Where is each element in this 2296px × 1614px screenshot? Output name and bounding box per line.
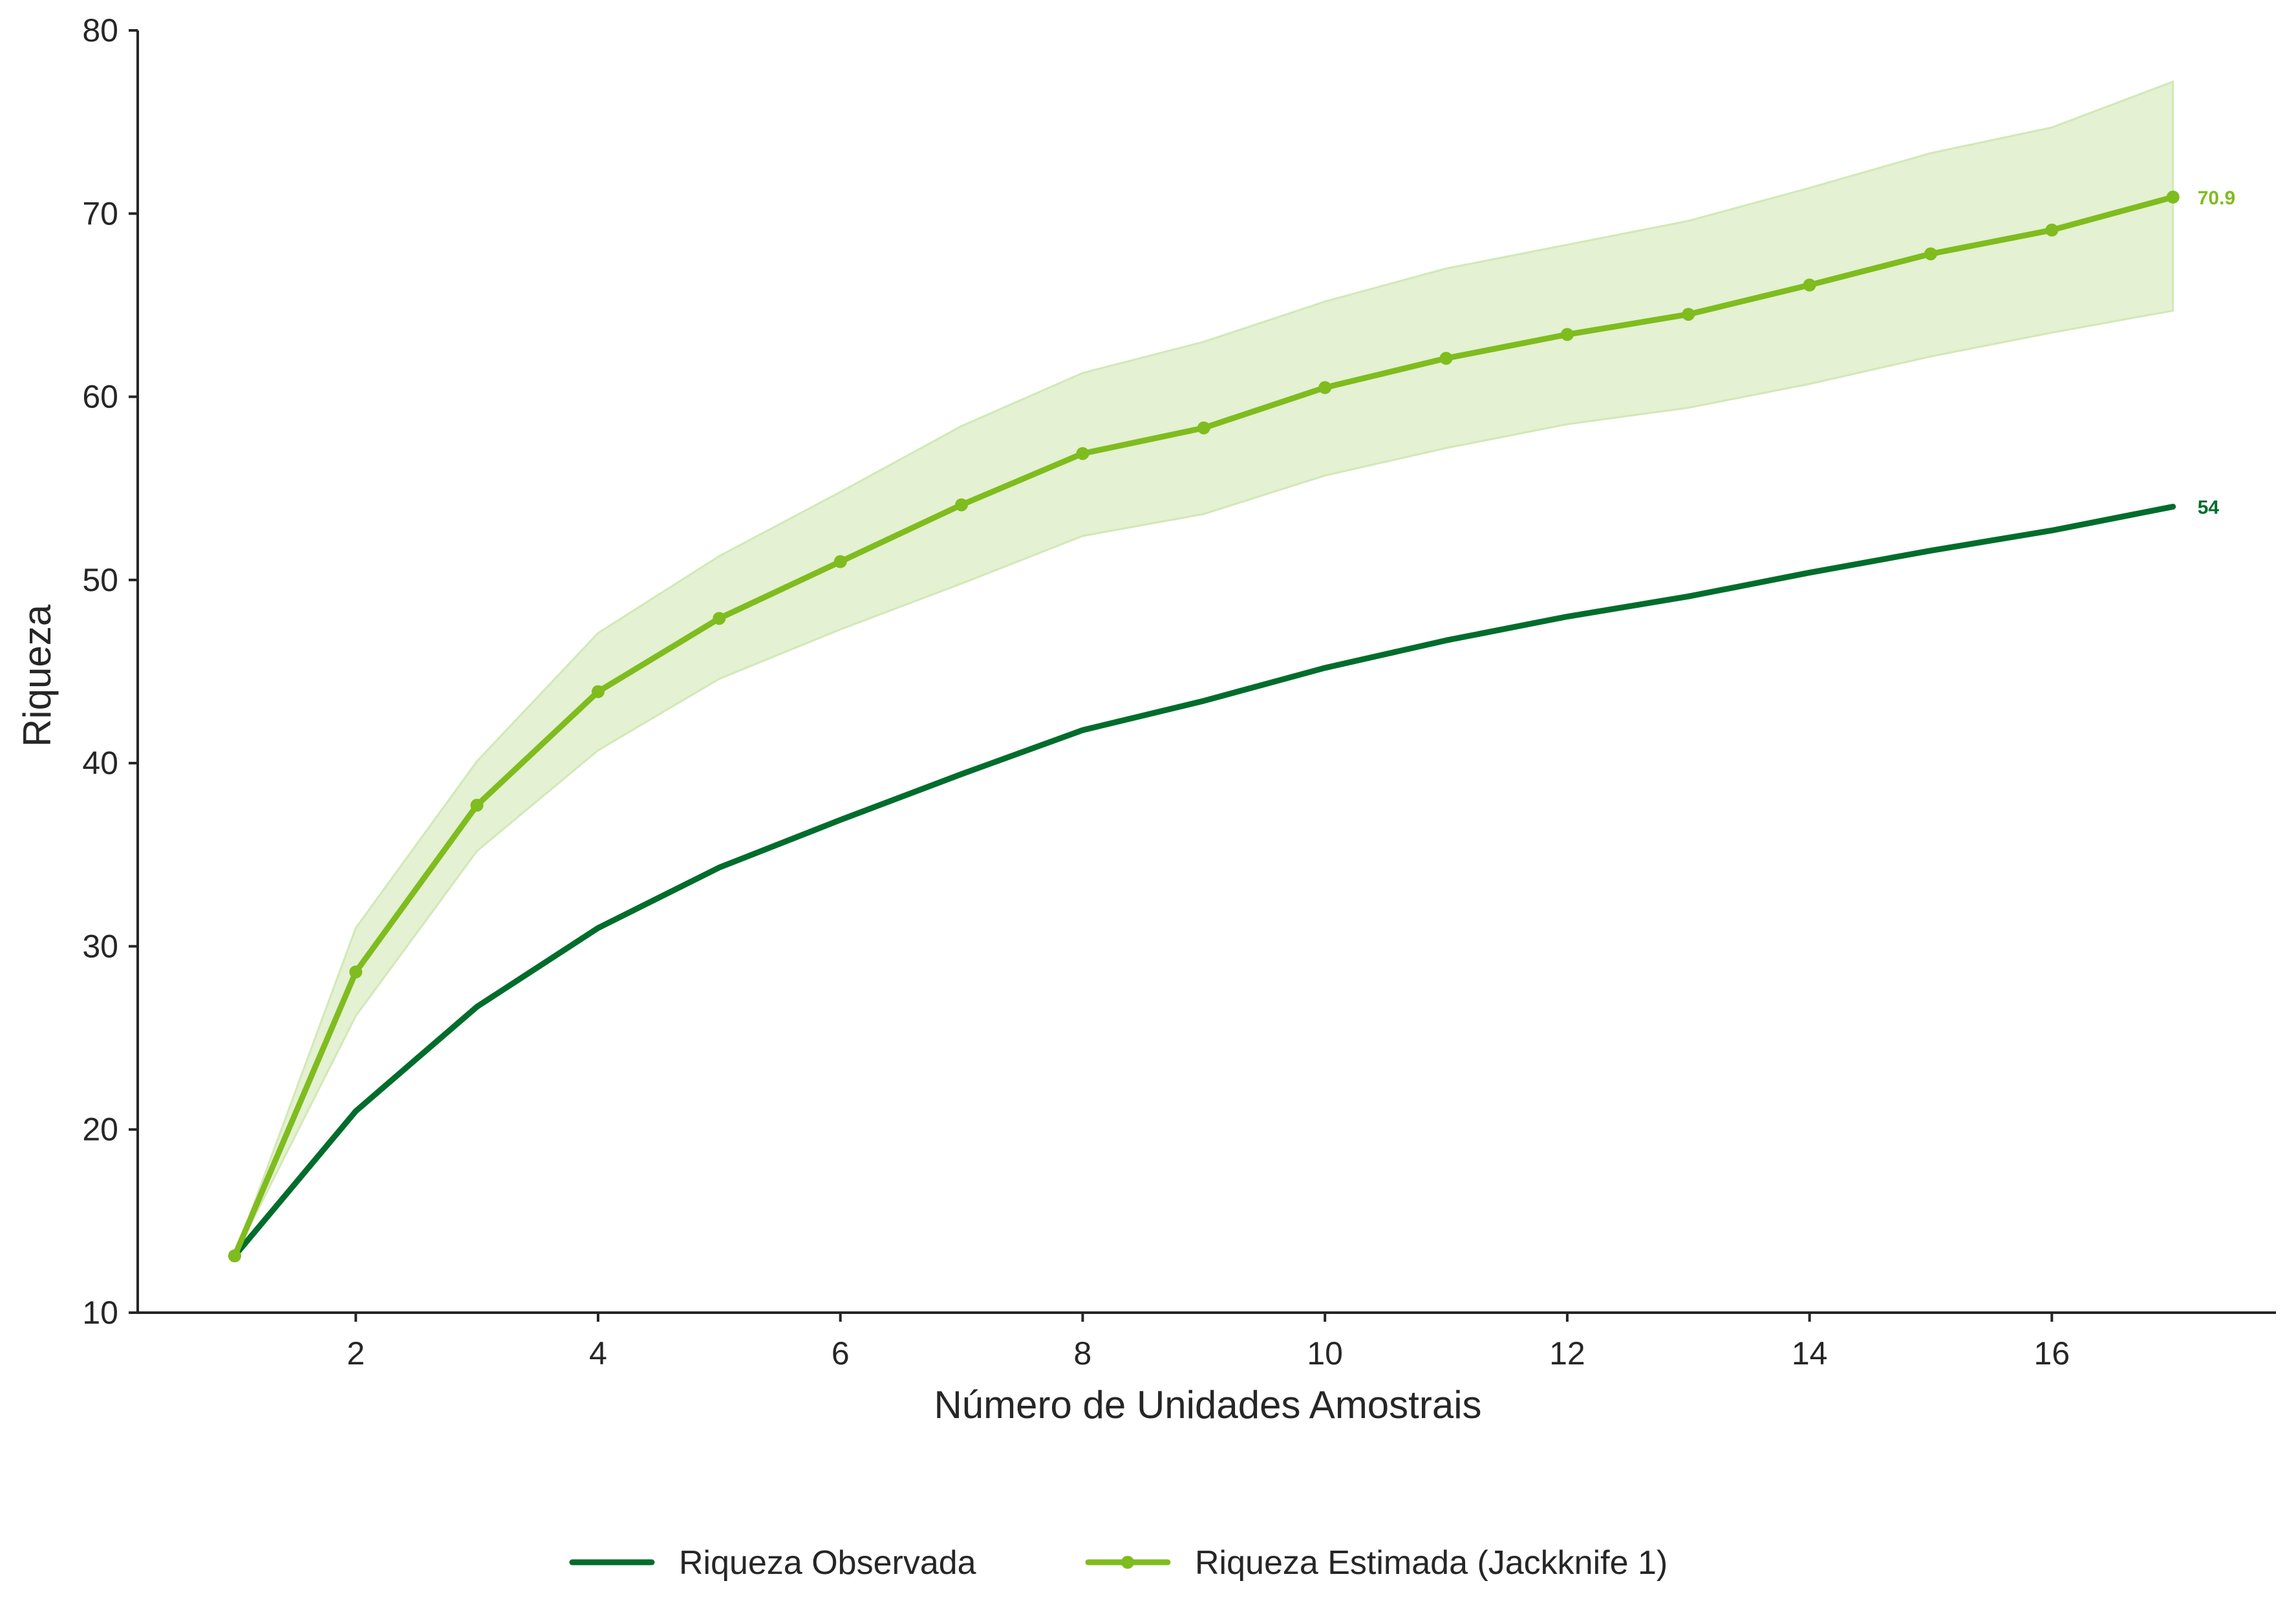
series-line-observed xyxy=(231,504,2176,1259)
y-tick-label: 30 xyxy=(82,928,118,964)
legend-label-estimated: Riqueza Estimada (Jackknife 1) xyxy=(1195,1544,1668,1582)
data-point-start xyxy=(228,1249,241,1263)
end-label-estimated: 70.9 xyxy=(2198,188,2235,209)
data-point-estimated xyxy=(1197,421,1210,435)
y-tick-label: 50 xyxy=(82,562,118,598)
legend-item-estimated: Riqueza Estimada (Jackknife 1) xyxy=(1085,1544,1668,1582)
data-point-estimated xyxy=(1803,278,1816,292)
x-tick-label: 10 xyxy=(1307,1335,1343,1372)
x-tick-label: 14 xyxy=(1792,1335,1828,1372)
legend-marker-estimated xyxy=(1121,1556,1134,1569)
data-point-estimated xyxy=(349,965,363,979)
data-point-estimated xyxy=(833,555,847,568)
data-point-estimated xyxy=(955,498,969,511)
data-point-estimated xyxy=(1682,308,1695,321)
data-point-estimated xyxy=(2166,190,2180,204)
data-point-estimated xyxy=(713,612,726,625)
confidence-band xyxy=(233,80,2174,1256)
data-point-estimated xyxy=(470,799,484,812)
ticks-layer: 10 20 30 40 50 60 70 80 2 4 6 8 10 12 14 16 xyxy=(82,12,2070,1372)
data-point-estimated xyxy=(1924,247,1938,261)
x-tick-label: 16 xyxy=(2034,1335,2070,1372)
x-axis-title: Número de Unidades Amostrais xyxy=(934,1383,1481,1426)
data-point-estimated xyxy=(1318,381,1332,394)
x-tick-label: 4 xyxy=(589,1335,607,1372)
y-axis-title: Riqueza xyxy=(16,604,59,747)
x-tick-label: 2 xyxy=(347,1335,365,1372)
legend-label-observed: Riqueza Observada xyxy=(679,1544,976,1582)
data-point-estimated xyxy=(1439,352,1453,365)
x-tick-label: 12 xyxy=(1549,1335,1585,1372)
end-label-observed: 54 xyxy=(2198,497,2220,519)
x-tick-label: 8 xyxy=(1074,1335,1092,1372)
data-point-estimated xyxy=(1076,447,1089,460)
y-tick-label: 60 xyxy=(82,379,118,415)
series-markers-layer xyxy=(228,190,2180,1263)
axes-layer xyxy=(136,30,2276,1314)
y-tick-label: 70 xyxy=(82,195,118,231)
data-point-estimated xyxy=(591,685,605,698)
legend: Riqueza Observada Riqueza Estimada (Jack… xyxy=(569,1544,1668,1582)
end-labels-layer: 54 70.9 xyxy=(2198,188,2235,519)
y-tick-label: 40 xyxy=(82,745,118,781)
x-tick-label: 6 xyxy=(831,1335,850,1372)
confidence-band-layer xyxy=(233,80,2174,1256)
legend-item-observed: Riqueza Observada xyxy=(569,1544,976,1582)
data-point-estimated xyxy=(2045,223,2059,237)
y-tick-label: 80 xyxy=(82,12,118,48)
data-point-estimated xyxy=(1560,328,1574,341)
y-tick-label: 10 xyxy=(82,1295,118,1331)
y-tick-label: 20 xyxy=(82,1112,118,1148)
